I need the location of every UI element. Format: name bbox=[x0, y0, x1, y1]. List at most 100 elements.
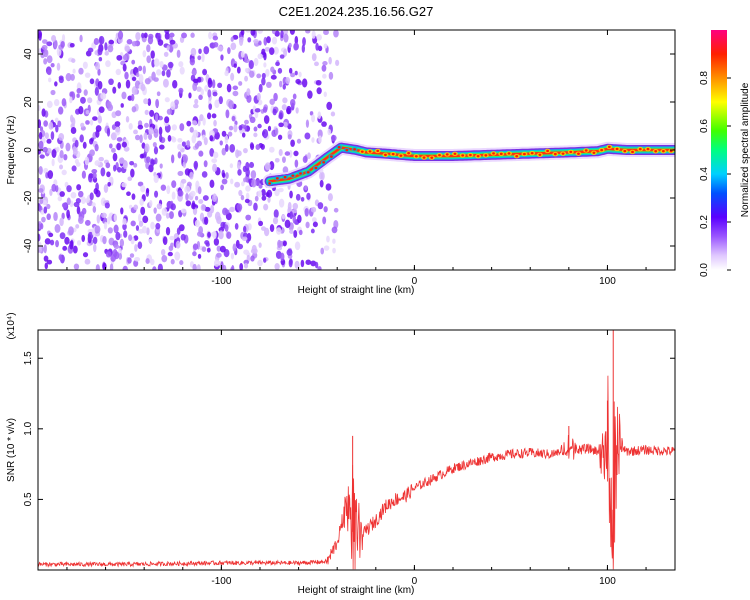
heatmap-noise-cell bbox=[278, 148, 283, 156]
heatmap-noise-cell bbox=[167, 61, 174, 69]
heatmap-noise-cell bbox=[57, 120, 62, 128]
heatmap-noise-cell bbox=[192, 243, 199, 250]
heatmap-noise-cell bbox=[137, 124, 144, 130]
heatmap-noise-cell bbox=[48, 121, 54, 130]
heatmap-noise-cell bbox=[155, 113, 159, 123]
heatmap-noise-cell bbox=[293, 150, 299, 157]
heatmap-noise-cell bbox=[236, 161, 241, 170]
heatmap-noise-cell bbox=[232, 90, 239, 97]
heatmap-noise-cell bbox=[262, 106, 268, 113]
heatmap-noise-cell bbox=[283, 121, 288, 128]
heatmap-noise-cell bbox=[177, 190, 184, 197]
heatmap-noise-cell bbox=[63, 153, 68, 161]
heatmap-noise-cell bbox=[166, 185, 171, 195]
signal-track-core bbox=[484, 154, 488, 157]
heatmap-noise-cell bbox=[279, 80, 283, 88]
heatmap-noise-cell bbox=[89, 149, 95, 157]
heatmap-noise-cell bbox=[50, 62, 55, 68]
heatmap-noise-cell bbox=[193, 103, 199, 109]
heatmap-noise-cell bbox=[243, 58, 250, 64]
heatmap-noise-cell bbox=[39, 154, 45, 159]
heatmap-noise-cell bbox=[274, 30, 280, 37]
heatmap-noise-cell bbox=[83, 89, 88, 96]
heatmap-noise-cell bbox=[263, 115, 270, 124]
heatmap-noise-cell bbox=[108, 78, 114, 86]
heatmap-noise-cell bbox=[134, 243, 138, 252]
heatmap-noise-cell bbox=[270, 66, 275, 73]
heatmap-noise-cell bbox=[294, 35, 299, 45]
heatmap-noise-cell bbox=[46, 138, 52, 144]
heatmap-noise-cell bbox=[69, 240, 74, 250]
heatmap-noise-cell bbox=[273, 46, 279, 55]
heatmap-noise-cell bbox=[76, 206, 81, 215]
heatmap-noise-cell bbox=[247, 37, 252, 43]
heatmap-noise-cell bbox=[152, 266, 157, 270]
heatmap-noise-cell bbox=[59, 164, 64, 170]
heatmap-noise-cell bbox=[273, 92, 278, 102]
heatmap-noise-cell bbox=[213, 259, 220, 267]
heatmap-noise-cell bbox=[138, 65, 143, 72]
heatmap-noise-cell bbox=[178, 61, 184, 68]
heatmap-noise-cell bbox=[224, 224, 229, 232]
signal-track-core bbox=[399, 154, 403, 157]
heatmap-noise-cell bbox=[327, 193, 333, 202]
heatmap-noise-cell bbox=[186, 140, 191, 148]
heatmap-noise-cell bbox=[222, 172, 226, 179]
heatmap-noise-cell bbox=[199, 114, 204, 122]
snr-plot-area bbox=[38, 330, 675, 570]
heatmap-noise-cell bbox=[43, 48, 49, 58]
heatmap-noise-cell bbox=[180, 233, 186, 241]
heatmap-noise-cell bbox=[217, 45, 224, 52]
signal-track-core bbox=[345, 148, 349, 152]
heatmap-noise-cell bbox=[177, 151, 182, 159]
heatmap-noise-cell bbox=[168, 211, 174, 220]
heatmap-noise-cell bbox=[143, 98, 149, 105]
heatmap-noise-cell bbox=[191, 134, 197, 144]
heatmap-noise-cell bbox=[296, 138, 302, 144]
heatmap-noise-cell bbox=[70, 73, 75, 81]
heatmap-noise-cell bbox=[255, 144, 261, 151]
snr-panel: -100 0 100 0.5 1.0 1.5 Height of straight li… bbox=[6, 312, 676, 596]
bottom-x-tick-label: 100 bbox=[599, 576, 616, 587]
heatmap-noise-cell bbox=[333, 220, 339, 229]
colorbar-tick-label: 0.8 bbox=[699, 71, 710, 85]
heatmap-noise-cell bbox=[79, 134, 84, 143]
heatmap-noise-cell bbox=[242, 225, 247, 233]
heatmap-noise-cell bbox=[87, 47, 94, 53]
heatmap-noise-cell bbox=[234, 181, 241, 188]
heatmap-noise-cell bbox=[211, 113, 217, 119]
heatmap-noise-cell bbox=[94, 86, 99, 96]
heatmap-noise-cell bbox=[295, 107, 299, 114]
heatmap-noise-cell bbox=[124, 71, 129, 80]
heatmap-noise-cell bbox=[316, 87, 322, 95]
colorbar: 0.0 0.2 0.4 0.6 0.8 Normalized spectral ampl… bbox=[699, 30, 750, 277]
heatmap-noise-cell bbox=[122, 223, 127, 231]
heatmap-noise-cell bbox=[254, 108, 261, 113]
top-y-axis-label: Frequency (Hz) bbox=[6, 116, 17, 185]
heatmap-noise-cell bbox=[117, 166, 122, 173]
heatmap-noise-cell bbox=[314, 61, 319, 67]
heatmap-noise-cell bbox=[238, 189, 243, 197]
heatmap-noise-cell bbox=[55, 146, 60, 153]
heatmap-noise-cell bbox=[261, 48, 266, 55]
heatmap-noise-cell bbox=[121, 141, 127, 148]
heatmap-noise-cell bbox=[113, 224, 119, 234]
heatmap-noise-cell bbox=[218, 96, 223, 105]
heatmap-noise-cell bbox=[220, 221, 226, 229]
heatmap-noise-cell bbox=[309, 111, 314, 116]
heatmap-noise-cell bbox=[154, 190, 159, 198]
heatmap-noise-cell bbox=[322, 73, 327, 79]
signal-track-core bbox=[330, 155, 333, 158]
heatmap-noise-cell bbox=[277, 134, 283, 140]
heatmap-noise-cell bbox=[317, 45, 323, 52]
heatmap-noise-cell bbox=[177, 137, 183, 143]
heatmap-noise-cell bbox=[103, 221, 108, 230]
heatmap-noise-cell bbox=[307, 152, 311, 160]
heatmap-noise-cell bbox=[189, 171, 194, 180]
heatmap-noise-cell bbox=[265, 68, 270, 77]
heatmap-noise-cell bbox=[68, 226, 74, 236]
signal-track-core bbox=[577, 152, 580, 155]
heatmap-noise-cell bbox=[232, 85, 239, 91]
heatmap-noise-cell bbox=[66, 209, 70, 219]
heatmap-noise-cell bbox=[178, 87, 184, 94]
